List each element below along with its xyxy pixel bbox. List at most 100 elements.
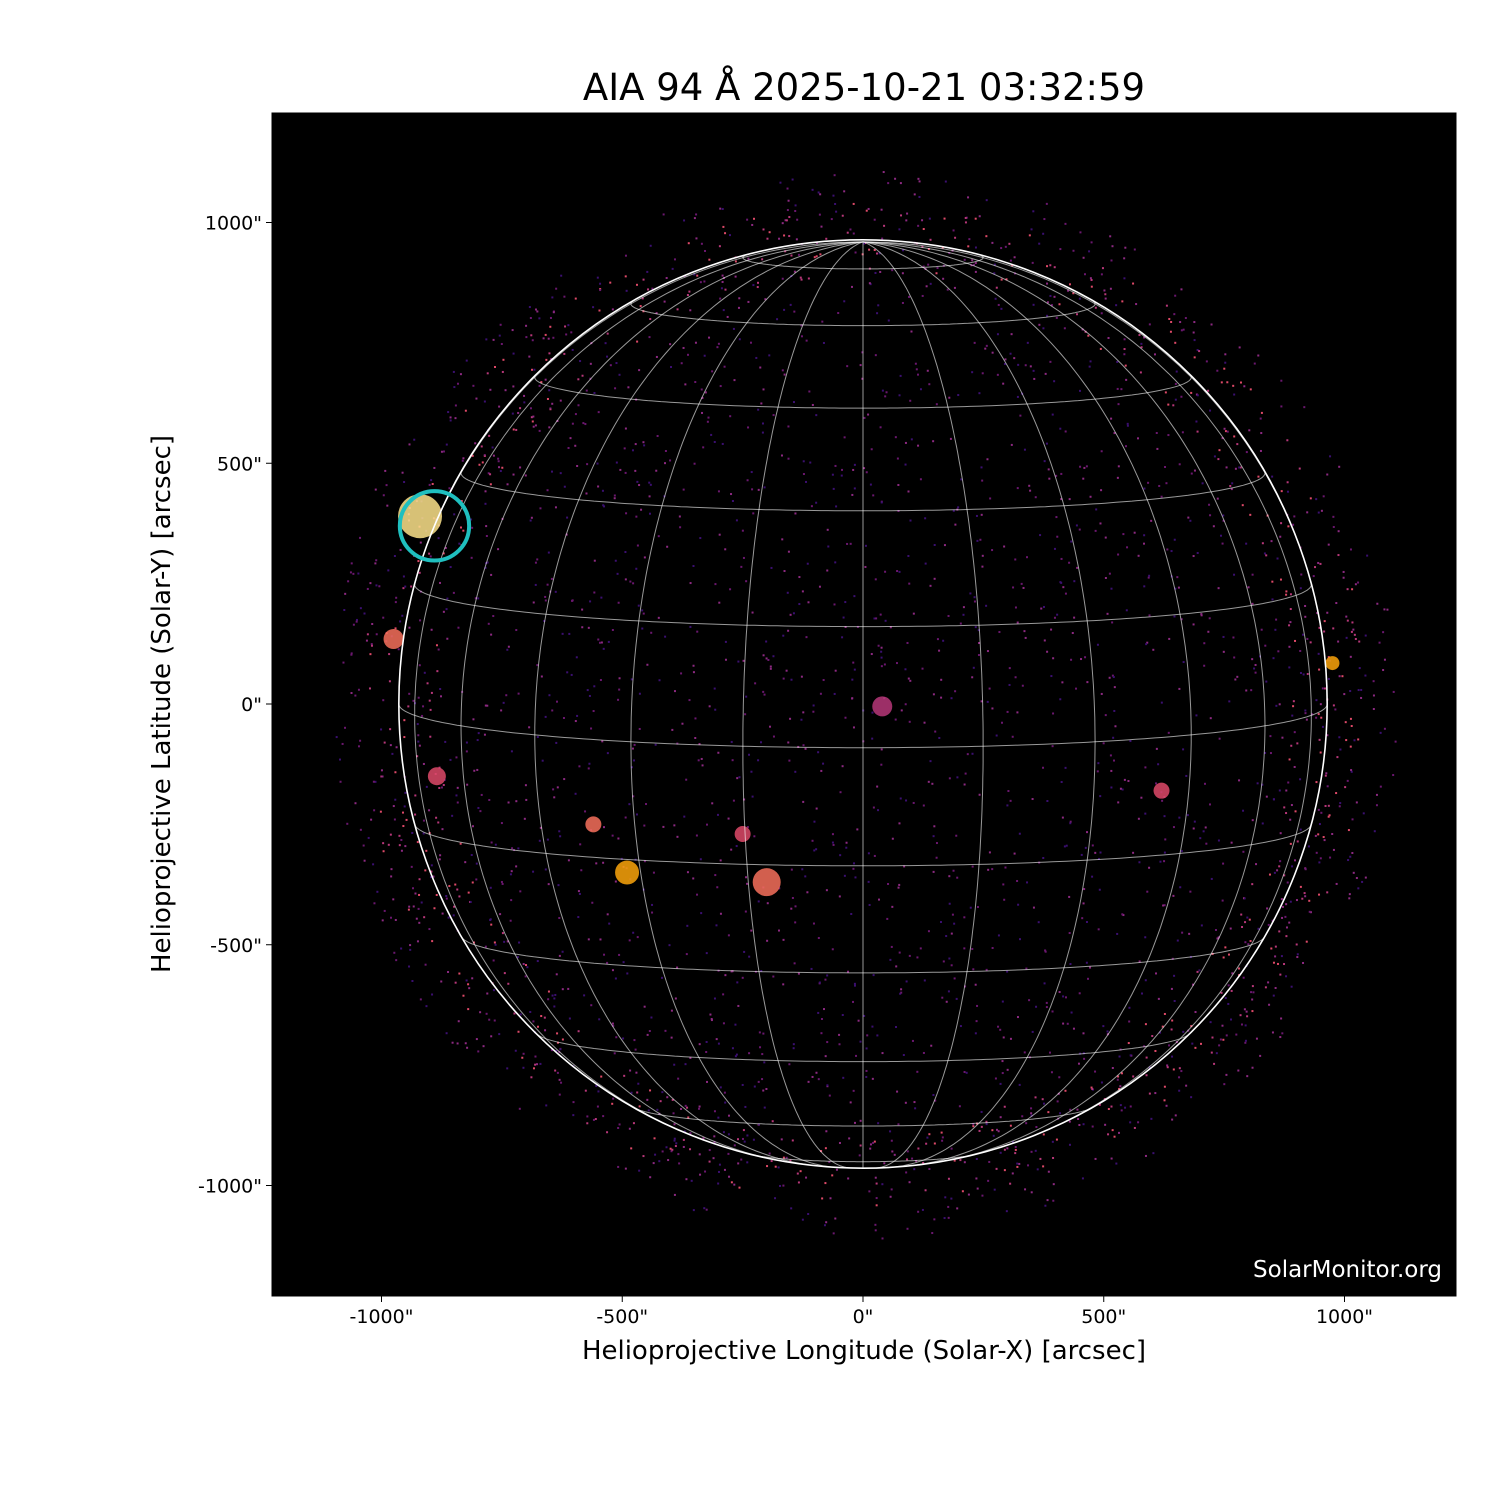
emission-pixel (397, 648, 400, 651)
emission-pixel (474, 442, 477, 445)
emission-pixel (735, 519, 738, 522)
emission-pixel (457, 1020, 460, 1023)
emission-pixel (1198, 969, 1201, 972)
emission-pixel (1155, 747, 1158, 750)
emission-pixel (816, 241, 819, 244)
emission-pixel (1349, 548, 1352, 551)
emission-pixel (812, 710, 815, 713)
emission-pixel (599, 938, 602, 941)
emission-pixel (654, 743, 657, 746)
emission-pixel (1051, 1140, 1054, 1143)
emission-pixel (740, 565, 743, 568)
emission-pixel (410, 865, 413, 868)
emission-pixel (824, 1055, 827, 1058)
emission-pixel (462, 994, 465, 997)
emission-pixel (1342, 576, 1345, 579)
emission-pixel (1143, 534, 1146, 537)
emission-pixel (1096, 770, 1099, 773)
emission-pixel (592, 1118, 595, 1121)
emission-pixel (606, 913, 609, 916)
emission-pixel (1058, 991, 1061, 994)
emission-pixel (1326, 891, 1329, 894)
emission-pixel (999, 1151, 1002, 1154)
emission-pixel (1016, 395, 1019, 398)
emission-pixel (820, 1150, 823, 1153)
emission-pixel (454, 883, 457, 886)
emission-pixel (1296, 956, 1299, 959)
emission-pixel (464, 1042, 467, 1045)
emission-pixel (1332, 848, 1335, 851)
emission-pixel (599, 289, 602, 292)
emission-pixel (604, 342, 607, 345)
emission-pixel (352, 623, 355, 626)
emission-pixel (986, 700, 989, 703)
emission-pixel (750, 471, 753, 474)
emission-pixel (487, 472, 490, 475)
emission-pixel (1123, 348, 1126, 351)
emission-pixel (558, 1078, 561, 1081)
emission-pixel (412, 905, 415, 908)
emission-pixel (1178, 463, 1181, 466)
emission-pixel (1000, 721, 1003, 724)
emission-pixel (760, 402, 763, 405)
emission-pixel (755, 356, 758, 359)
emission-pixel (782, 634, 785, 637)
emission-pixel (940, 1131, 943, 1134)
emission-pixel (686, 871, 689, 874)
emission-pixel (1137, 817, 1140, 820)
emission-pixel (553, 997, 556, 1000)
emission-pixel (568, 632, 571, 635)
emission-pixel (509, 873, 512, 876)
emission-pixel (615, 1036, 618, 1039)
emission-pixel (1172, 894, 1175, 897)
emission-pixel (511, 847, 514, 850)
emission-pixel (638, 727, 641, 730)
emission-pixel (1082, 1032, 1085, 1035)
emission-pixel (641, 297, 644, 300)
emission-pixel (1009, 352, 1012, 355)
emission-pixel (922, 1051, 925, 1054)
emission-pixel (859, 364, 862, 367)
emission-pixel (752, 512, 755, 515)
emission-pixel (438, 858, 441, 861)
emission-pixel (375, 559, 378, 562)
emission-pixel (618, 688, 621, 691)
emission-pixel (863, 242, 866, 245)
emission-pixel (973, 600, 976, 603)
emission-pixel (1167, 731, 1170, 734)
emission-pixel (1060, 781, 1063, 784)
emission-pixel (1025, 1122, 1028, 1125)
emission-pixel (1070, 540, 1073, 543)
emission-pixel (339, 780, 342, 783)
emission-pixel (719, 912, 722, 915)
emission-pixel (702, 1137, 705, 1140)
emission-pixel (1098, 1103, 1101, 1106)
emission-pixel (674, 1145, 677, 1148)
emission-pixel (995, 1167, 998, 1170)
emission-pixel (782, 1184, 785, 1187)
emission-pixel (483, 733, 486, 736)
emission-pixel (1314, 566, 1317, 569)
emission-pixel (1038, 242, 1041, 245)
emission-pixel (571, 348, 574, 351)
emission-pixel (1094, 1070, 1097, 1073)
emission-pixel (544, 378, 547, 381)
emission-pixel (529, 519, 532, 522)
emission-pixel (1084, 656, 1087, 659)
emission-pixel (875, 1182, 878, 1185)
emission-pixel (470, 854, 473, 857)
emission-pixel (705, 1051, 708, 1054)
emission-pixel (540, 675, 543, 678)
emission-pixel (831, 948, 834, 951)
emission-pixel (796, 218, 799, 221)
emission-pixel (890, 945, 893, 948)
emission-pixel (588, 762, 591, 765)
emission-pixel (465, 979, 468, 982)
emission-pixel (935, 842, 938, 845)
emission-pixel (489, 886, 492, 889)
emission-pixel (1118, 1087, 1121, 1090)
emission-pixel (1060, 498, 1063, 501)
emission-pixel (1218, 737, 1221, 740)
emission-pixel (842, 616, 845, 619)
emission-pixel (1296, 840, 1299, 843)
